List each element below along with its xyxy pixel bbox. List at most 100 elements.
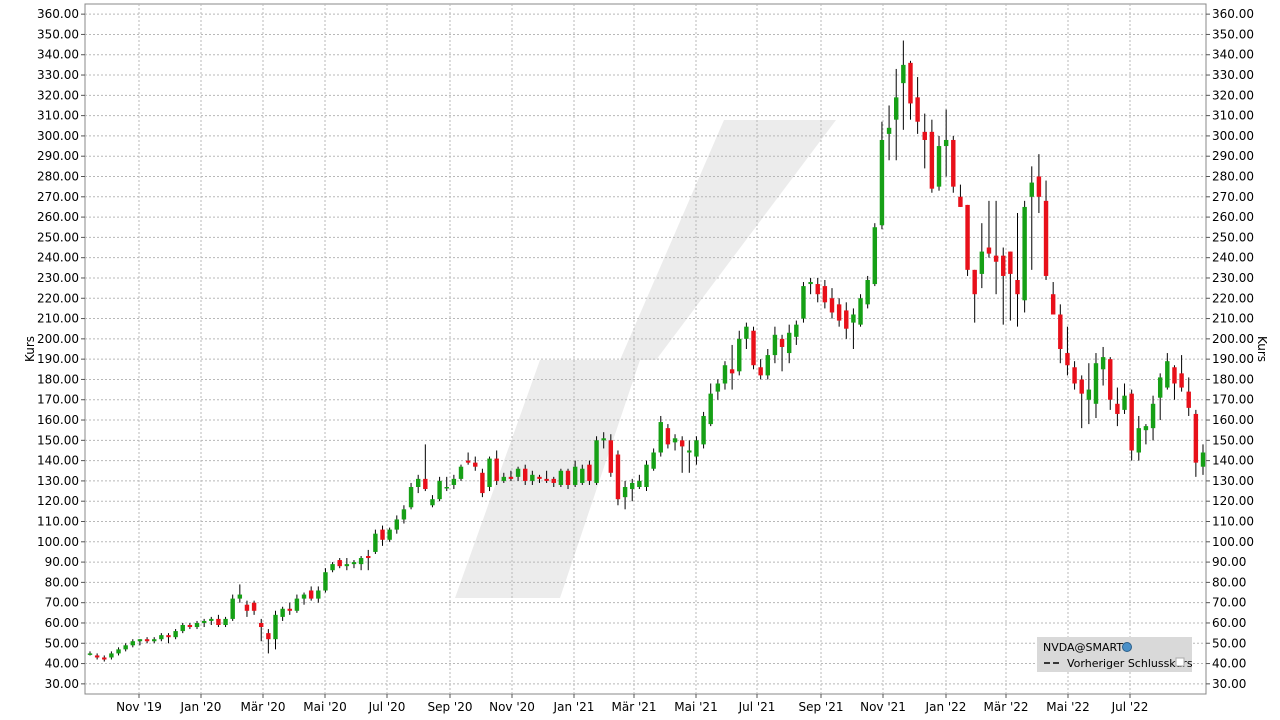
- candle-body-up: [893, 97, 899, 120]
- y-tick-label-right: 130.00: [1212, 474, 1254, 488]
- candle-body-up: [1165, 361, 1170, 388]
- y-tick-label-left: 120.00: [37, 494, 79, 508]
- candle-body-up: [558, 470, 564, 485]
- candle-body-up: [316, 590, 321, 599]
- y-tick-label-left: 310.00: [37, 109, 79, 123]
- y-tick-label-left: 70.00: [45, 596, 79, 610]
- candle-body-up: [180, 625, 185, 632]
- y-tick-label-right: 270.00: [1212, 190, 1254, 204]
- candle-body-up: [851, 314, 856, 323]
- candle-body-down: [244, 604, 250, 611]
- candle-body-down: [337, 560, 342, 567]
- prev-close-toggle-checkbox[interactable]: [1175, 657, 1185, 667]
- candle-body-down: [844, 310, 849, 329]
- y-tick-label-left: 250.00: [37, 230, 79, 244]
- candle-body-up: [437, 480, 442, 500]
- candle-body-down: [522, 468, 528, 481]
- candle-body-up: [344, 564, 350, 567]
- candle-body-down: [1129, 393, 1134, 451]
- y-tick-label-right: 50.00: [1212, 636, 1246, 650]
- candle-body-up: [744, 326, 749, 339]
- candle-body-down: [822, 286, 828, 303]
- candle-body-down: [94, 655, 100, 658]
- candle-body-down: [1186, 391, 1191, 408]
- y-tick-label-left: 190.00: [37, 352, 79, 366]
- candle-body-down: [251, 602, 257, 611]
- y-tick-label-right: 360.00: [1212, 7, 1254, 21]
- candle-body-up: [1143, 426, 1149, 431]
- y-tick-label-left: 270.00: [37, 190, 79, 204]
- candle-body-down: [758, 367, 763, 376]
- candle-body-up: [123, 645, 128, 650]
- x-tick-label: Jan '21: [553, 700, 595, 714]
- candle-body-up: [936, 146, 942, 187]
- candle-body-up: [801, 286, 806, 319]
- candle-body-up: [644, 464, 649, 487]
- y-axis-right: 30.00 40.00 50.00 60.00 70.00 80.00 90.00 100.0…: [1206, 7, 1254, 691]
- candle-body-down: [1072, 367, 1077, 384]
- candle-body-up: [672, 438, 678, 443]
- y-tick-label-left: 60.00: [45, 616, 79, 630]
- candle-body-down: [551, 478, 556, 483]
- candle-body-down: [1115, 403, 1120, 414]
- x-tick-label: Mär '21: [611, 700, 656, 714]
- candle-body-up: [201, 620, 207, 623]
- candle-body-up: [786, 332, 792, 354]
- candle-body-up: [1093, 363, 1099, 404]
- candle-body-up: [1022, 206, 1027, 301]
- candle-body-up: [708, 393, 713, 425]
- y-tick-label-left: 240.00: [37, 251, 79, 265]
- y-tick-label-right: 160.00: [1212, 413, 1254, 427]
- candle-body-up: [765, 355, 771, 376]
- candle-body-up: [601, 438, 606, 441]
- candle-body-up: [1086, 389, 1092, 400]
- candle-body-down: [166, 635, 171, 638]
- candle-body-up: [886, 127, 892, 134]
- candle-body-down: [836, 304, 842, 321]
- candle-body-down: [1065, 353, 1070, 366]
- candle-body-down: [287, 608, 292, 611]
- candle-body-up: [401, 509, 407, 520]
- x-tick-label: Nov '21: [860, 700, 906, 714]
- y-tick-label-right: 60.00: [1212, 616, 1246, 630]
- candle-body-up: [387, 529, 392, 540]
- y-tick-label-left: 260.00: [37, 210, 79, 224]
- y-tick-label-right: 240.00: [1212, 251, 1254, 265]
- y-tick-label-left: 90.00: [45, 555, 79, 569]
- candle-body-up: [501, 476, 507, 481]
- y-tick-label-left: 300.00: [37, 129, 79, 143]
- candle-body-up: [687, 450, 692, 453]
- x-tick-label: Jan '22: [925, 700, 967, 714]
- candle-body-up: [408, 487, 414, 508]
- y-tick-label-right: 30.00: [1212, 677, 1246, 691]
- candle-body-down: [1172, 367, 1177, 384]
- candle-body-up: [451, 478, 457, 485]
- candle-body-up: [1100, 357, 1106, 370]
- globe-icon[interactable]: [1122, 642, 1132, 652]
- y-tick-label-left: 280.00: [37, 170, 79, 184]
- candle-body-up: [415, 478, 421, 487]
- candle-body-up: [651, 452, 656, 469]
- candle-body-up: [594, 440, 599, 483]
- candle-body-up: [394, 519, 400, 530]
- candle-body-up: [515, 468, 521, 477]
- candles: [87, 40, 1206, 662]
- candle-body-up: [230, 598, 235, 619]
- candle-body-down: [494, 458, 499, 481]
- legend: NVDA@SMART Vorheriger Schlusskurs: [1037, 637, 1193, 672]
- x-tick-label: Mai '22: [1046, 700, 1089, 714]
- candle-body-up: [373, 533, 378, 552]
- candle-body-down: [665, 428, 671, 445]
- candle-body-up: [458, 466, 464, 479]
- candle-body-up: [808, 282, 813, 285]
- candle-body-up: [237, 594, 243, 599]
- candle-body-up: [1136, 428, 1142, 453]
- candle-body-down: [380, 529, 385, 540]
- y-tick-label-right: 150.00: [1212, 433, 1254, 447]
- y-tick-label-left: 40.00: [45, 657, 79, 671]
- candle-body-down: [1015, 280, 1020, 295]
- candle-body-down: [922, 131, 927, 140]
- y-tick-label-right: 210.00: [1212, 312, 1254, 326]
- y-tick-label-right: 120.00: [1212, 494, 1254, 508]
- y-tick-label-right: 140.00: [1212, 454, 1254, 468]
